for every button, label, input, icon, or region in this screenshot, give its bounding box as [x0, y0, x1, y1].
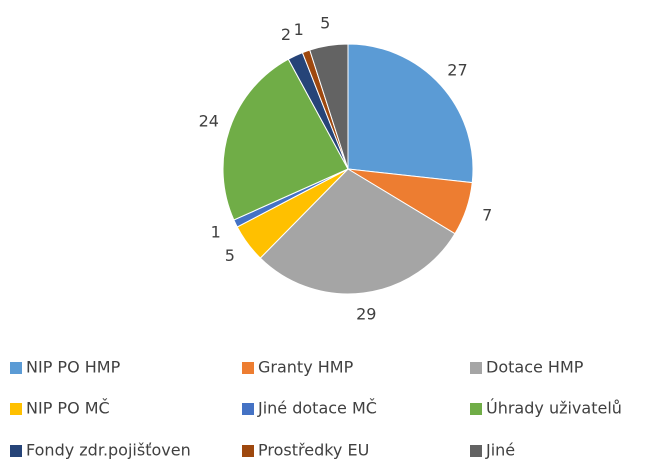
- pie-slice: [259, 168, 456, 295]
- legend-label: Prostředky EU: [258, 441, 369, 460]
- legend-label: Granty HMP: [258, 358, 354, 377]
- legend-swatch: [10, 362, 22, 374]
- legend-swatch: [242, 403, 254, 415]
- legend-label: Úhrady uživatelů: [486, 399, 622, 418]
- data-label: 29: [356, 304, 376, 323]
- legend-swatch: [470, 403, 482, 415]
- legend-label: Jiné: [485, 441, 515, 460]
- legend-swatch: [10, 403, 22, 415]
- legend-swatch: [470, 362, 482, 374]
- legend-label: NIP PO HMP: [26, 358, 121, 377]
- legend-swatch: [242, 362, 254, 374]
- data-label: 5: [225, 246, 235, 265]
- legend-label: Dotace HMP: [486, 358, 584, 377]
- data-label: 2: [281, 25, 291, 44]
- legend-label: Fondy zdr.pojišťoven: [26, 441, 191, 460]
- pie-slice: [347, 43, 474, 184]
- legend-swatch: [470, 445, 482, 457]
- data-label: 1: [294, 20, 304, 39]
- data-label: 27: [447, 60, 467, 79]
- data-label: 24: [199, 111, 219, 130]
- data-label: 5: [320, 13, 330, 32]
- legend-label: Jiné dotace MČ: [257, 399, 377, 418]
- pie-slice: [309, 43, 349, 170]
- legend-label: NIP PO MČ: [26, 399, 110, 418]
- legend-swatch: [242, 445, 254, 457]
- data-label: 1: [211, 223, 221, 242]
- pie-slice: [222, 58, 349, 221]
- data-label: 7: [482, 206, 492, 225]
- legend-swatch: [10, 445, 22, 457]
